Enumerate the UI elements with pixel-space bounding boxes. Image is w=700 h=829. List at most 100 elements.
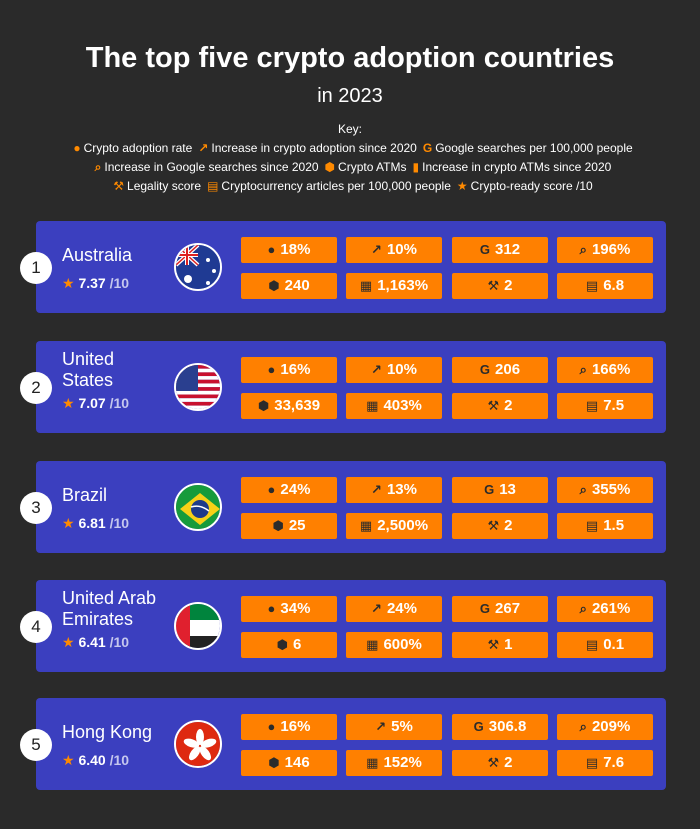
metric-cell: ● 24% xyxy=(241,477,337,503)
calendar-icon: ▦ xyxy=(359,278,373,293)
search-icon: ⌕ xyxy=(579,719,587,734)
metric-value: 196% xyxy=(591,241,631,258)
newspaper-icon: ▤ xyxy=(585,637,599,652)
metric-cell: ● 16% xyxy=(241,357,337,383)
metric-cell: ⌕ 209% xyxy=(557,714,653,740)
star-icon: ★ xyxy=(62,752,75,768)
metric-value: 166% xyxy=(591,361,631,378)
country-card: 5 Hong Kong ★ 6.40 /10 ● 16% ↗ 5% G 306.8 ⌕ 209… xyxy=(20,698,666,790)
gavel-icon: ⚒ xyxy=(487,637,500,652)
metric-value: 10% xyxy=(386,241,417,258)
flag-icon xyxy=(174,483,222,531)
line-chart-icon: ↗ xyxy=(371,482,382,497)
metric-value: 1.5 xyxy=(603,517,625,534)
search-icon: ⌕ xyxy=(94,160,102,174)
key-item-label: Increase in Google searches since 2020 xyxy=(104,160,319,174)
line-chart-icon: ↗ xyxy=(375,719,387,734)
metric-value: 33,639 xyxy=(274,397,321,414)
metric-cell: ▤ 6.8 xyxy=(557,273,653,299)
metric-cell: G 206 xyxy=(452,357,548,383)
metric-value: 267 xyxy=(495,600,521,617)
score-max: /10 xyxy=(109,395,130,411)
atm-icon: ⬢ xyxy=(257,398,270,413)
atm-icon: ⬢ xyxy=(276,637,288,652)
google-icon: G xyxy=(473,719,484,734)
line-chart-icon: ↗ xyxy=(198,141,209,155)
metric-value: 18% xyxy=(280,241,311,258)
country-card: 3 Brazil ★ 6.81 /10 ● 24% ↗ 13% G 13 ⌕ 355% ⬢ 25 ▦… xyxy=(20,461,666,553)
flag-icon xyxy=(174,243,222,291)
key-legend: Key: ● Crypto adoption rate ↗ Increase in c… xyxy=(0,120,700,196)
newspaper-icon: ▤ xyxy=(585,518,599,533)
metric-cell: ↗ 10% xyxy=(346,357,442,383)
score-max: /10 xyxy=(109,515,130,531)
gavel-icon: ⚒ xyxy=(113,179,125,193)
key-rows: ● Crypto adoption rate ↗ Increase in crypto… xyxy=(0,139,700,196)
atm-icon: ⬢ xyxy=(268,755,280,770)
rank-badge: 2 xyxy=(20,372,52,404)
crypto-ready-score: ★ 6.41 /10 xyxy=(62,634,129,651)
score-value: 7.07 xyxy=(78,395,106,411)
metric-value: 312 xyxy=(495,241,521,258)
newspaper-icon: ▤ xyxy=(585,398,599,413)
metric-cell: ⚒ 1 xyxy=(452,632,548,658)
calendar-icon: ▮ xyxy=(412,160,420,174)
calendar-icon: ▦ xyxy=(366,637,379,652)
score-max: /10 xyxy=(109,752,130,768)
metric-cell: ● 34% xyxy=(241,596,337,622)
calendar-icon: ▦ xyxy=(366,398,379,413)
metric-cell: ⬢ 25 xyxy=(241,513,337,539)
metric-cell: ↗ 24% xyxy=(346,596,442,622)
metric-value: 10% xyxy=(386,361,417,378)
star-icon: ★ xyxy=(62,275,75,291)
newspaper-icon: ▤ xyxy=(207,179,219,193)
metric-value: 1,163% xyxy=(377,277,429,294)
score-max: /10 xyxy=(109,634,130,650)
metric-cell: G 306.8 xyxy=(452,714,548,740)
star-icon: ★ xyxy=(62,515,75,531)
metric-cell: ▦ 2,500% xyxy=(346,513,442,539)
country-name: United States xyxy=(62,349,115,390)
metric-cell: ⌕ 355% xyxy=(557,477,653,503)
search-icon: ⌕ xyxy=(579,242,587,257)
flag-icon xyxy=(174,363,222,411)
metric-cell: ⌕ 261% xyxy=(557,596,653,622)
metric-cell: ⌕ 166% xyxy=(557,357,653,383)
rank-badge: 5 xyxy=(20,729,52,761)
metric-value: 2 xyxy=(504,277,513,294)
gavel-icon: ⚒ xyxy=(487,518,500,533)
google-icon: G xyxy=(479,601,491,616)
country-name: United Arab Emirates xyxy=(62,588,157,629)
person-icon: ● xyxy=(267,362,276,377)
key-row: ⚒ Legality score ▤ Cryptocurrency articles … xyxy=(0,177,700,196)
metric-cell: ▤ 7.6 xyxy=(557,750,653,776)
atm-icon: ⬢ xyxy=(272,518,284,533)
metric-cell: G 13 xyxy=(452,477,548,503)
metric-value: 209% xyxy=(591,718,631,735)
metric-cell: ⌕ 196% xyxy=(557,237,653,263)
metric-value: 24% xyxy=(280,481,311,498)
metric-cell: ⚒ 2 xyxy=(452,273,548,299)
atm-icon: ⬢ xyxy=(268,278,280,293)
metric-cell: ⚒ 2 xyxy=(452,750,548,776)
metric-value: 16% xyxy=(280,361,311,378)
metric-value: 600% xyxy=(383,636,422,653)
person-icon: ● xyxy=(267,719,276,734)
rank-badge: 3 xyxy=(20,492,52,524)
rank-badge: 1 xyxy=(20,252,52,284)
key-item-label: Legality score xyxy=(127,179,202,193)
line-chart-icon: ↗ xyxy=(371,601,382,616)
key-row: ● Crypto adoption rate ↗ Increase in crypto… xyxy=(0,139,700,158)
metric-cell: ↗ 13% xyxy=(346,477,442,503)
metric-value: 152% xyxy=(383,754,422,771)
gavel-icon: ⚒ xyxy=(487,755,500,770)
key-item-label: Google searches per 100,000 people xyxy=(435,141,633,155)
metric-cell: ▦ 600% xyxy=(346,632,442,658)
metric-cell: G 312 xyxy=(452,237,548,263)
metric-cell: ▤ 7.5 xyxy=(557,393,653,419)
metric-value: 2 xyxy=(504,754,513,771)
crypto-ready-score: ★ 6.40 /10 xyxy=(62,752,129,769)
key-row: ⌕ Increase in Google searches since 2020 ⬢… xyxy=(0,158,700,177)
star-icon: ★ xyxy=(62,634,75,650)
metric-cell: ⬢ 240 xyxy=(241,273,337,299)
